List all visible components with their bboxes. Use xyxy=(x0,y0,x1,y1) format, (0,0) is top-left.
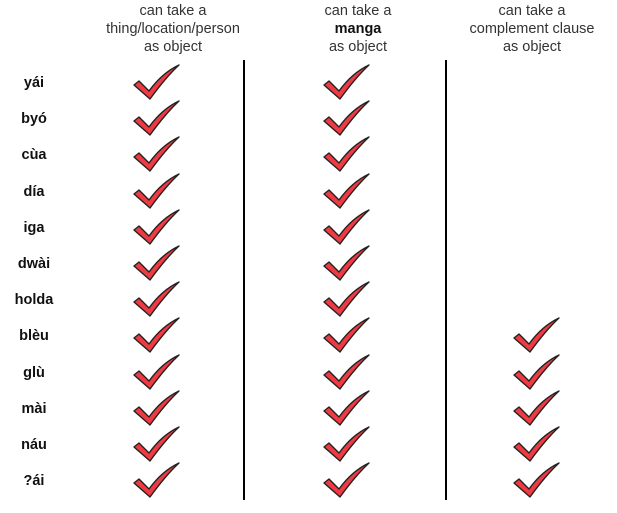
column-divider xyxy=(243,60,245,500)
checkmark-icon xyxy=(132,316,182,354)
table-row: iga xyxy=(0,208,617,246)
header-line: can take a xyxy=(324,3,392,19)
checkmark-icon xyxy=(132,389,182,427)
checkmark-icon xyxy=(512,389,562,427)
header-line: complement clause xyxy=(469,21,595,37)
table-row: holda xyxy=(0,280,617,318)
checkmark-icon xyxy=(322,135,372,173)
checkmark-icon xyxy=(512,316,562,354)
verb-label: día xyxy=(23,183,45,200)
verb-label: náu xyxy=(21,437,47,453)
table-row: día xyxy=(0,172,617,210)
checkmark-icon xyxy=(512,461,562,499)
header-line: thing/location/person xyxy=(106,21,240,37)
checkmark-icon xyxy=(132,172,182,210)
table-row: byó xyxy=(0,99,617,137)
verb-label: ?ái xyxy=(23,473,45,490)
verb-label: mài xyxy=(21,400,47,417)
checkmark-icon xyxy=(132,135,182,173)
checkmark-icon xyxy=(132,425,182,463)
checkmark-icon xyxy=(322,208,372,246)
checkmark-icon xyxy=(132,280,182,318)
checkmark-icon xyxy=(322,172,372,210)
table-row: náu xyxy=(0,425,617,463)
column-divider xyxy=(445,60,447,500)
header-line: as object xyxy=(502,39,562,55)
checkmark-icon xyxy=(132,63,182,101)
verb-label: glù xyxy=(23,364,45,381)
header-line: as object xyxy=(143,39,203,55)
table-row: blèu xyxy=(0,316,617,354)
checkmark-icon xyxy=(322,316,372,354)
checkmark-icon xyxy=(322,425,372,463)
checkmark-icon xyxy=(322,63,372,101)
checkmark-icon xyxy=(322,99,372,137)
table-row: mài xyxy=(0,389,617,427)
checkmark-icon xyxy=(322,389,372,427)
checkmark-icon xyxy=(322,461,372,499)
header-line: can take a xyxy=(139,3,207,19)
checkmark-icon xyxy=(132,461,182,499)
header-line: as object xyxy=(328,39,388,55)
header-line-bold: manga xyxy=(334,21,382,37)
verb-label: iga xyxy=(23,219,45,236)
checkmark-icon xyxy=(512,353,562,391)
table-row: ?ái xyxy=(0,461,617,499)
verb-label: cùa xyxy=(21,147,47,164)
verb-label: blèu xyxy=(19,328,49,345)
column-header-thing-location-person: can take a thing/location/person as obje… xyxy=(78,2,268,56)
checkmark-icon xyxy=(132,208,182,246)
header-line: can take a xyxy=(498,3,566,19)
checkmark-icon xyxy=(132,353,182,391)
checkmark-icon xyxy=(322,353,372,391)
table-row: yái xyxy=(0,63,617,101)
checkmark-icon xyxy=(322,244,372,282)
table-row: cùa xyxy=(0,135,617,173)
column-header-manga: can take a manga as object xyxy=(268,2,448,56)
verb-label: yái xyxy=(23,75,45,91)
checkmark-icon xyxy=(132,99,182,137)
table-row: dwài xyxy=(0,244,617,282)
checkmark-icon xyxy=(512,425,562,463)
verb-label: holda xyxy=(14,292,54,309)
checkmark-icon xyxy=(322,280,372,318)
verb-label: byó xyxy=(21,111,47,128)
checkmark-icon xyxy=(132,244,182,282)
column-header-complement-clause: can take a complement clause as object xyxy=(448,2,616,56)
verb-label: dwài xyxy=(17,256,51,272)
table-row: glù xyxy=(0,353,617,391)
